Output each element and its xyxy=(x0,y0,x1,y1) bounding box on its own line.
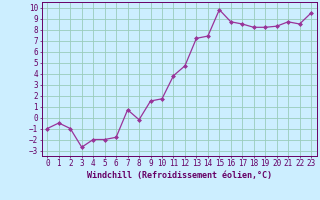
X-axis label: Windchill (Refroidissement éolien,°C): Windchill (Refroidissement éolien,°C) xyxy=(87,171,272,180)
